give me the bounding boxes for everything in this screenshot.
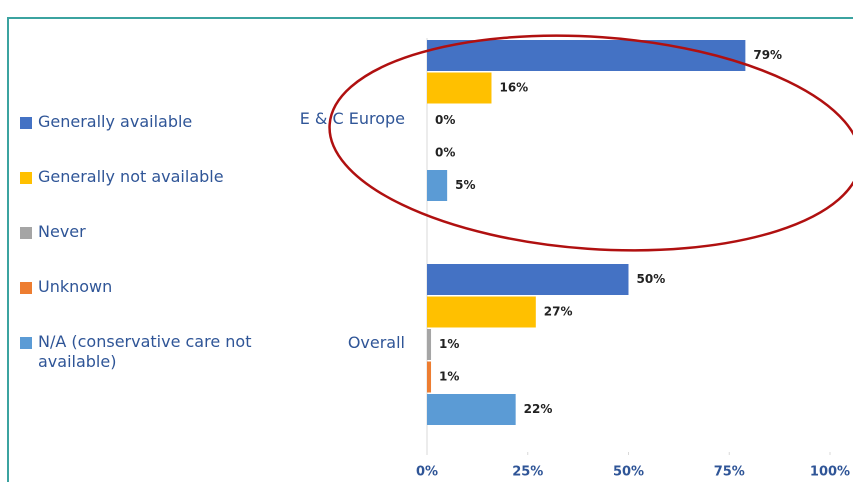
legend-label: Generally available [38, 112, 193, 131]
highlight-ellipse [328, 34, 853, 252]
value-label: 79% [753, 48, 782, 62]
legend-item: Unknown [20, 277, 320, 332]
legend-item: N/A (conservative care not available) [20, 332, 320, 387]
legend-item: Generally available [20, 112, 320, 167]
value-label: 16% [499, 81, 528, 95]
legend-swatch [20, 227, 32, 239]
value-label: 27% [544, 305, 573, 319]
value-label: 0% [435, 113, 455, 127]
value-label: 50% [637, 272, 666, 286]
bar [427, 170, 448, 201]
bar [427, 329, 432, 360]
bar [427, 264, 629, 295]
bar [427, 72, 492, 104]
legend-swatch [20, 282, 32, 294]
category-label: E & C Europe [300, 109, 405, 128]
legend-item: Never [20, 222, 320, 277]
value-label: 5% [455, 178, 475, 192]
legend-swatch [20, 117, 32, 129]
x-tick-label: 25% [512, 465, 543, 480]
legend-label: Unknown [38, 277, 113, 296]
x-tick-label: 50% [613, 465, 644, 480]
legend-swatch [20, 337, 32, 349]
value-label: 0% [435, 146, 455, 160]
value-label: 1% [439, 370, 459, 384]
bar [427, 296, 536, 328]
x-tick-label: 75% [714, 465, 745, 480]
x-tick-label: 0% [416, 465, 438, 480]
legend-label: Generally not available [38, 167, 224, 186]
x-tick-label: 100% [810, 465, 850, 480]
bar [427, 361, 432, 393]
value-label: 1% [439, 337, 459, 351]
legend-swatch [20, 172, 32, 184]
bar [427, 40, 746, 71]
bar [427, 394, 516, 425]
legend-label: N/A (conservative care not available) [38, 332, 252, 371]
category-label: Overall [348, 333, 405, 352]
legend: Generally available Generally not availab… [20, 112, 320, 387]
legend-item: Generally not available [20, 167, 320, 222]
value-label: 22% [524, 402, 553, 416]
legend-label: Never [38, 222, 86, 241]
frame [7, 17, 853, 482]
